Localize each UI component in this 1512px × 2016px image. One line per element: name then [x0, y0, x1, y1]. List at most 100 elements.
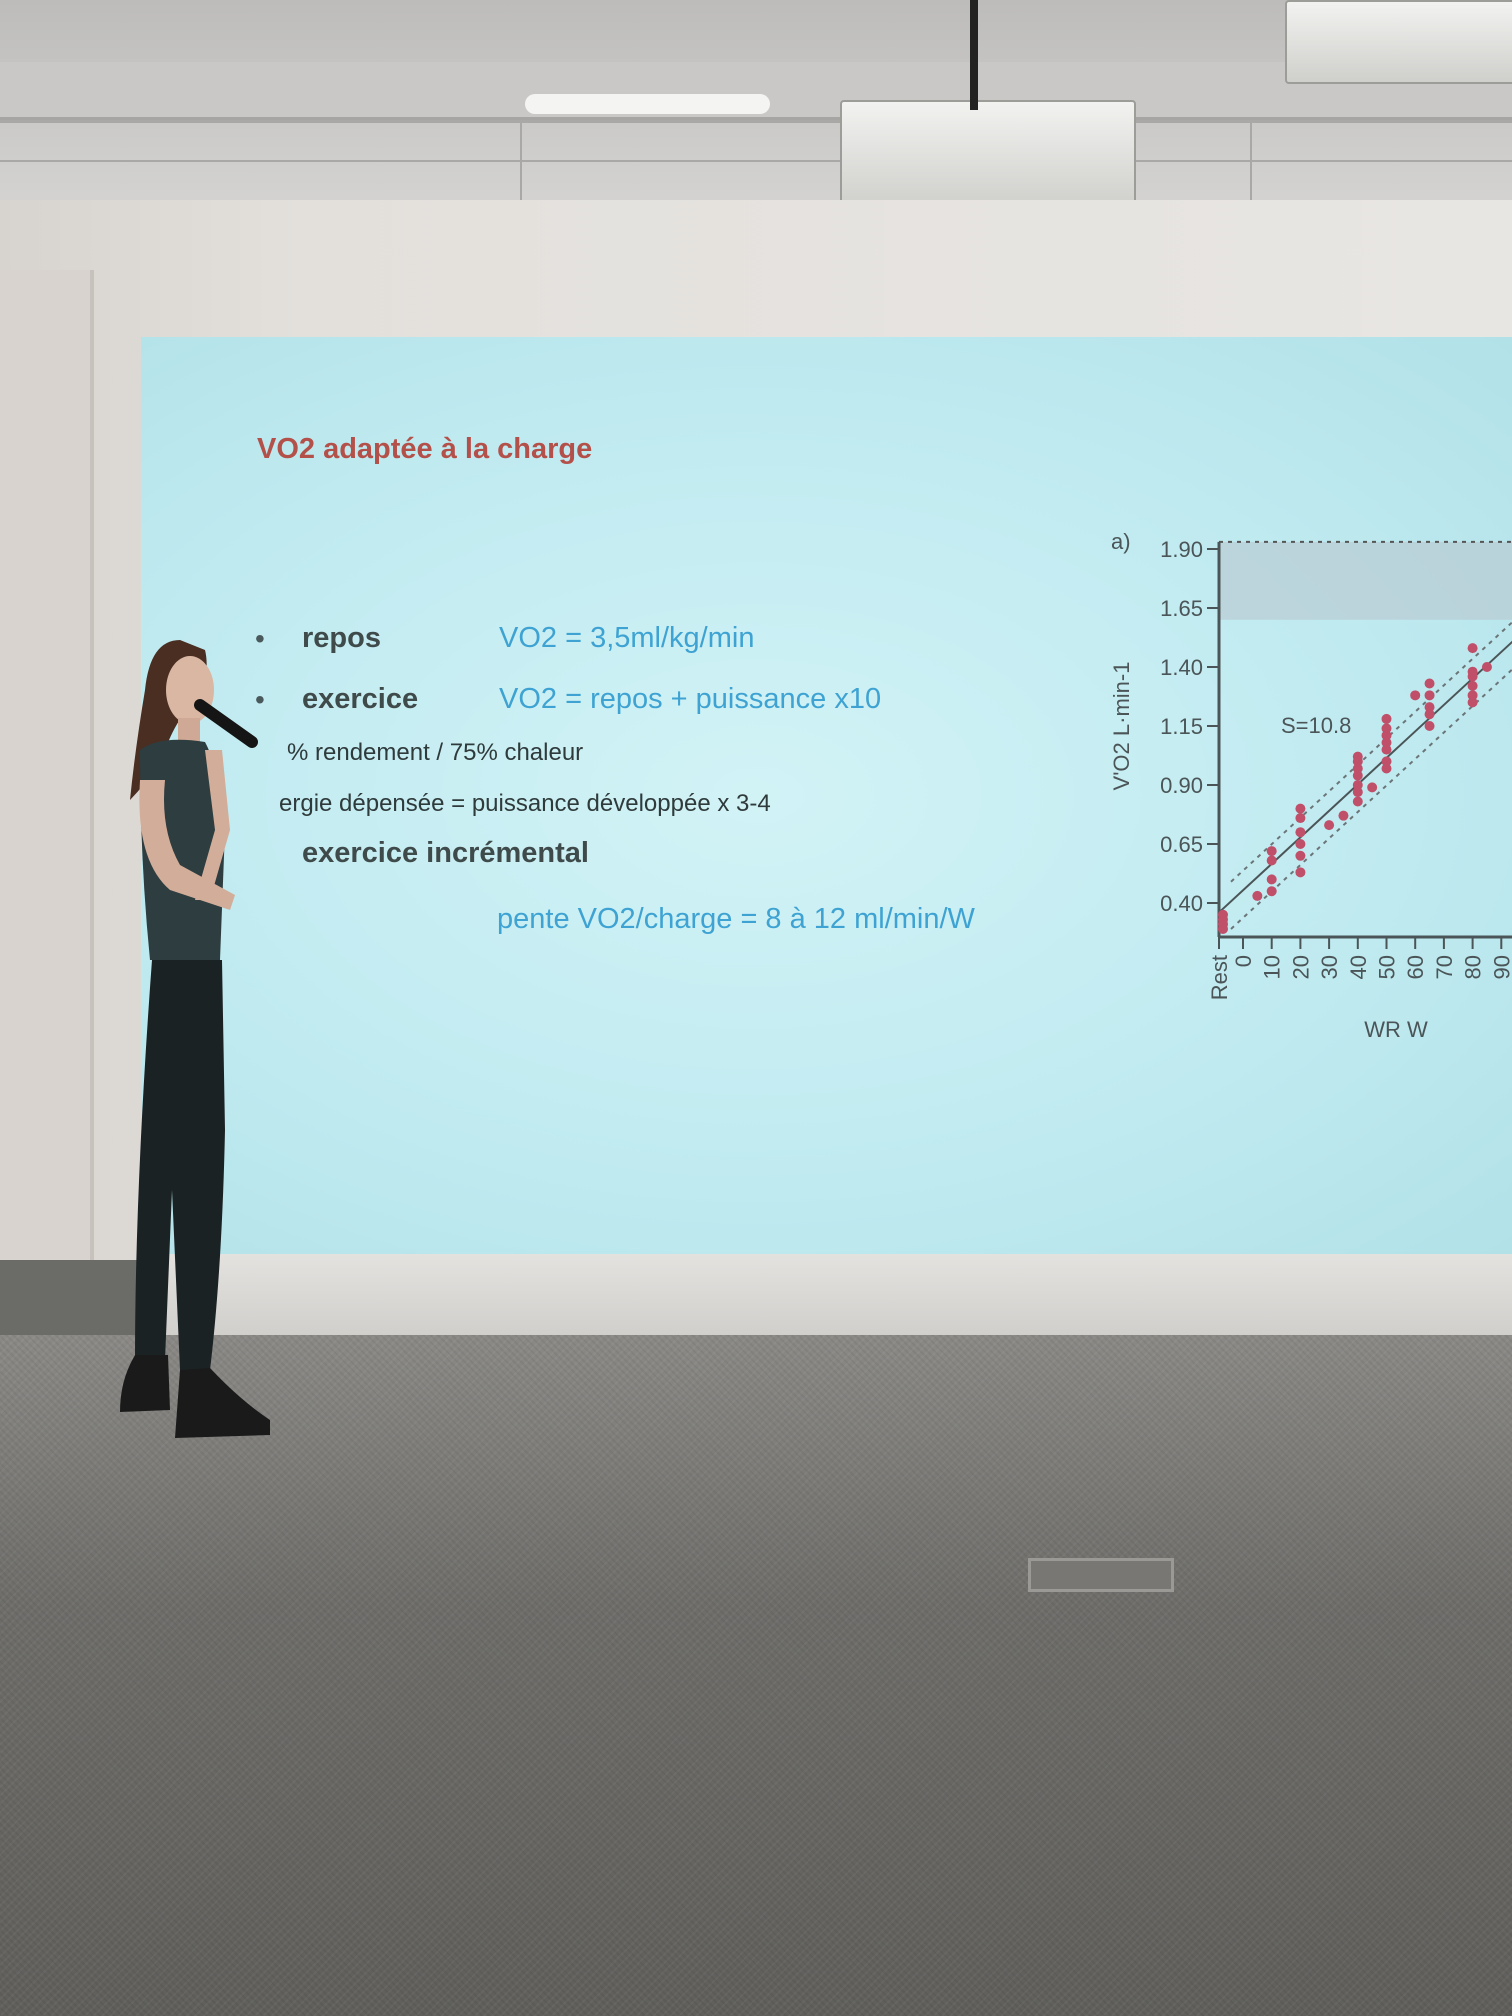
trousers	[135, 960, 225, 1370]
data-point	[1266, 874, 1277, 885]
data-point	[1324, 820, 1335, 831]
presenter	[120, 640, 270, 1438]
annotation: S=10.8	[1281, 713, 1351, 738]
data-point	[1352, 787, 1363, 798]
slide-title: VO2 adaptée à la charge	[257, 433, 593, 465]
x-tick-label: 30	[1317, 955, 1342, 979]
projector	[840, 100, 1136, 209]
data-point	[1467, 697, 1478, 708]
bullet-icon: •	[255, 623, 265, 654]
x-tick-label: 90	[1489, 955, 1512, 979]
bullet-icon: •	[255, 684, 265, 715]
arm	[139, 780, 235, 910]
bullet-label-exercice: exercice	[302, 683, 419, 715]
x-tick-label: 80	[1461, 955, 1486, 979]
ceiling	[0, 0, 1512, 205]
data-point	[1424, 709, 1435, 720]
data-point	[1352, 751, 1363, 762]
data-point	[1352, 770, 1363, 781]
data-point	[1381, 737, 1392, 748]
vo2-chart: 1.90 1.65 1.40 1.15 0.90 0.65 0.40 Rest 0 10 20 30 4…	[1109, 529, 1512, 1042]
data-point	[1295, 867, 1306, 878]
y-tick-label: 0.90	[1160, 773, 1203, 798]
data-point	[1266, 846, 1277, 857]
shoe-left	[120, 1355, 170, 1412]
data-point	[1410, 690, 1421, 701]
x-tick-label: 10	[1260, 955, 1285, 979]
y-tick-label: 0.40	[1160, 891, 1203, 916]
bullet-value-repos: VO2 = 3,5ml/kg/min	[499, 622, 755, 654]
data-point	[1367, 782, 1378, 793]
neck	[178, 718, 200, 743]
door	[0, 270, 94, 1260]
data-point	[1381, 744, 1392, 755]
data-point	[1467, 643, 1478, 654]
data-point	[1381, 730, 1392, 741]
x-tick-label: 40	[1346, 955, 1371, 979]
sub-line-rendement: % rendement / 75% chaleur	[287, 739, 584, 766]
y-tick-label: 0.65	[1160, 832, 1203, 857]
data-point	[1352, 763, 1363, 774]
panel-label: a)	[1111, 529, 1131, 554]
confidence-band-line	[1230, 668, 1512, 930]
x-tick-label: 70	[1432, 955, 1457, 979]
bullet-value-incremental: pente VO2/charge = 8 à 12 ml/min/W	[497, 903, 975, 935]
data-point	[1295, 839, 1306, 849]
x-tick-label: 0	[1231, 955, 1256, 967]
fit-line	[1218, 640, 1512, 914]
data-point	[1266, 855, 1277, 866]
shoe-right	[175, 1368, 270, 1438]
x-tick-label: 60	[1403, 955, 1428, 979]
x-tick-label: Rest	[1207, 955, 1232, 1000]
x-tick-label: 50	[1375, 955, 1400, 979]
data-point	[1252, 890, 1263, 901]
data-point	[1381, 756, 1392, 767]
projection-screen: VO2 adaptée à la charge • repos VO2 = 3,…	[141, 337, 1512, 1254]
x-tick-label: 20	[1288, 955, 1313, 979]
data-point	[1295, 850, 1306, 861]
bullet-label-repos: repos	[302, 622, 381, 654]
data-point	[1424, 702, 1435, 713]
ceiling-grid	[1250, 120, 1252, 200]
y-tick-label: 1.15	[1160, 714, 1203, 739]
data-point	[1481, 662, 1492, 672]
data-point	[1352, 796, 1363, 807]
data-point	[1295, 803, 1306, 814]
data-point	[1266, 886, 1277, 897]
bullet-label-incremental: exercice incrémental	[302, 837, 589, 869]
y-tick-label: 1.90	[1160, 537, 1203, 562]
confidence-band-line	[1230, 621, 1512, 883]
data-point	[1467, 680, 1478, 691]
data-point	[1352, 780, 1363, 790]
data-point	[1295, 813, 1306, 824]
bullet-value-exercice: VO2 = repos + puissance x10	[499, 683, 882, 715]
data-point	[1218, 909, 1228, 920]
screen-baseboard	[150, 1254, 1512, 1344]
ceiling-light	[525, 94, 770, 114]
projector-cable	[970, 0, 978, 110]
microphone	[194, 699, 258, 748]
floor-outlet	[1028, 1558, 1174, 1592]
y-tick-label: 1.40	[1160, 655, 1203, 680]
y-axis-label: V'O2 L·min-1	[1109, 662, 1134, 791]
ceiling-grid	[520, 120, 522, 200]
shaded-band	[1219, 541, 1512, 620]
sub-line-energie: ergie dépensée = puissance développée x …	[279, 790, 771, 817]
arm-raised	[195, 750, 230, 900]
data-point	[1467, 690, 1478, 701]
x-axis-label: WR W	[1364, 1017, 1428, 1042]
data-point	[1381, 723, 1392, 734]
y-tick-label: 1.65	[1160, 596, 1203, 621]
projector-mount	[1285, 0, 1512, 84]
carpet-floor	[0, 1335, 1512, 2016]
data-point	[1295, 827, 1306, 838]
ceiling-grid	[0, 160, 1512, 162]
data-point	[1467, 666, 1478, 677]
data-point	[1338, 810, 1349, 821]
data-point	[1381, 763, 1392, 774]
data-point	[1424, 721, 1435, 731]
data-point	[1424, 678, 1435, 689]
data-point	[1381, 713, 1392, 724]
ceiling-grid	[0, 120, 1512, 123]
data-point	[1424, 690, 1435, 701]
